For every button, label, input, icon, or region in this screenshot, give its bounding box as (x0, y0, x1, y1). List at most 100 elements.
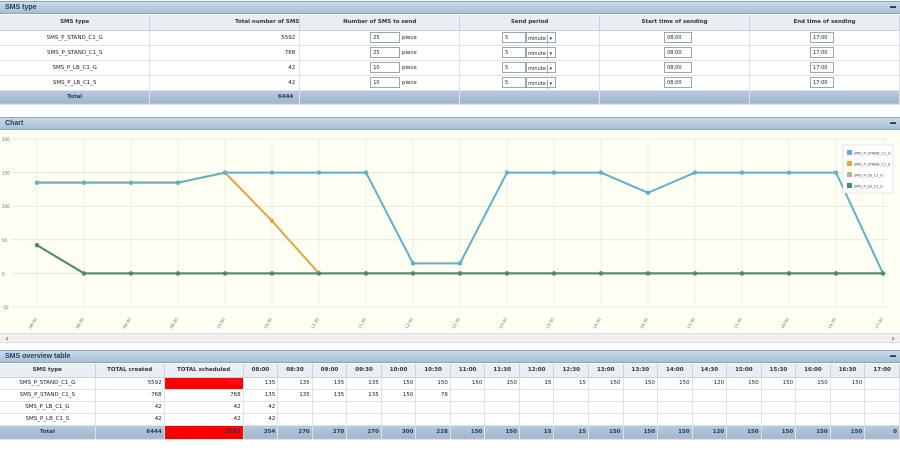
start-time-input[interactable]: 08:00 (664, 47, 693, 58)
start-time-input[interactable]: 08:00 (664, 62, 693, 73)
send-period-input[interactable]: 5 (502, 77, 527, 88)
slot-value (588, 389, 624, 402)
total-scheduled: 2490 (164, 377, 244, 390)
slot-total: 15 (519, 425, 555, 440)
slot-value: 150 (415, 377, 451, 390)
collapse-icon[interactable]: ▬ (890, 120, 896, 126)
x-tick-label: 14:00 (592, 317, 602, 330)
slot-value (692, 401, 728, 414)
data-point (598, 271, 604, 276)
start-time-input[interactable]: 08:00 (664, 77, 693, 88)
period-unit-select[interactable]: minute ▾ (526, 32, 557, 44)
y-tick-label: -50 (2, 305, 9, 310)
x-tick-label: 10:00 (216, 317, 226, 330)
slot-value (692, 389, 728, 402)
sms-type-table: SMS type Total number of SMS Number of SMS… (0, 15, 900, 105)
slot-total: 120 (692, 425, 728, 440)
number-to-send-input[interactable]: 10 (370, 77, 401, 88)
period-unit-value: minute (528, 51, 546, 57)
slot-total: 150 (761, 425, 797, 440)
slot-value (864, 389, 900, 402)
data-point (645, 190, 651, 195)
column-header: 08:00 (243, 364, 279, 378)
column-header: 10:30 (415, 364, 451, 378)
slot-value (381, 413, 417, 426)
slot-value: 78 (415, 389, 451, 402)
scroll-left-icon[interactable]: ‹ (5, 334, 9, 343)
x-tick-label: 11:00 (310, 317, 320, 330)
overview-table: SMS type TOTAL created TOTAL scheduled 08:0… (0, 364, 900, 440)
legend-label: SMS_P_LB_C1_G (854, 174, 883, 178)
slot-value (277, 413, 313, 426)
slot-value (623, 401, 659, 414)
period-unit-select[interactable]: minute ▾ (526, 47, 557, 59)
legend-label: SMS_P_STAND_C1_G (854, 152, 891, 156)
x-tick-label: 08:00 (28, 317, 38, 330)
chevron-down-icon: ▾ (546, 65, 554, 74)
period-unit-select[interactable]: minute ▾ (526, 62, 557, 74)
slot-value (761, 389, 797, 402)
scroll-right-icon[interactable]: › (891, 334, 895, 343)
chart-scrollbar[interactable]: ‹ › (0, 333, 900, 343)
collapse-icon[interactable]: ▬ (890, 353, 896, 359)
x-tick-label: 14:30 (639, 317, 649, 330)
slot-value: 135 (243, 389, 279, 402)
table-row: SMS_P_STAND_C1_G 5592 2490 135 135 135 135 150 1… (0, 377, 900, 390)
slot-total: 270 (346, 425, 382, 440)
start-time-input[interactable]: 08:00 (664, 32, 693, 43)
slot-value (484, 413, 520, 426)
slot-total: 15 (553, 425, 589, 440)
data-point (739, 271, 745, 276)
slot-total: 150 (795, 425, 831, 440)
slot-value (623, 389, 659, 402)
slot-value (415, 401, 451, 414)
unit-label: piece (402, 35, 417, 41)
slot-value (346, 413, 382, 426)
column-header: 13:30 (623, 364, 659, 378)
slot-value (553, 389, 589, 402)
slot-total: 354 (243, 425, 279, 440)
x-tick-label: 16:30 (827, 317, 837, 330)
total-scheduled: 42 (164, 413, 244, 426)
send-period-input[interactable]: 5 (502, 47, 527, 58)
slot-value: 135 (346, 377, 382, 390)
send-period-input[interactable]: 5 (502, 62, 527, 73)
end-time-input[interactable]: 17:00 (810, 77, 835, 88)
slot-value: 42 (243, 413, 279, 426)
data-point (269, 271, 275, 276)
number-to-send-input[interactable]: 10 (370, 62, 401, 73)
slot-value (864, 401, 900, 414)
data-point (833, 170, 839, 175)
period-unit-select[interactable]: minute ▾ (526, 77, 557, 89)
x-tick-label: 09:30 (169, 317, 179, 330)
end-time-input[interactable]: 17:00 (810, 62, 835, 73)
legend-swatch (847, 183, 852, 188)
column-header: Number of SMS to send (299, 15, 461, 31)
number-to-send-input[interactable]: 25 (370, 32, 401, 43)
sms-type-name: SMS_P_LB_C1_G (0, 401, 96, 414)
x-tick-label: 15:00 (686, 317, 696, 330)
slot-value (795, 401, 831, 414)
slot-value (484, 401, 520, 414)
column-header: Send period (459, 15, 601, 31)
total-number: 768 (149, 45, 301, 61)
period-unit-value: minute (528, 36, 546, 42)
total-number: 5592 (149, 30, 301, 46)
chevron-down-icon: ▾ (546, 80, 554, 89)
total-value: 6444 (149, 90, 301, 105)
column-header: 10:00 (381, 364, 417, 378)
end-time-input[interactable]: 17:00 (810, 47, 835, 58)
x-tick-label: 13:30 (545, 317, 555, 330)
data-point (645, 271, 651, 276)
data-point (786, 170, 792, 175)
data-point (269, 218, 275, 224)
send-period-input[interactable]: 5 (502, 32, 527, 43)
slot-value (830, 401, 866, 414)
data-point (222, 170, 228, 175)
collapse-icon[interactable]: ▬ (890, 4, 896, 10)
slot-value: 150 (761, 377, 797, 390)
x-tick-label: 15:30 (733, 317, 743, 330)
data-point (833, 271, 839, 276)
number-to-send-input[interactable]: 25 (370, 47, 401, 58)
end-time-input[interactable]: 17:00 (810, 32, 835, 43)
